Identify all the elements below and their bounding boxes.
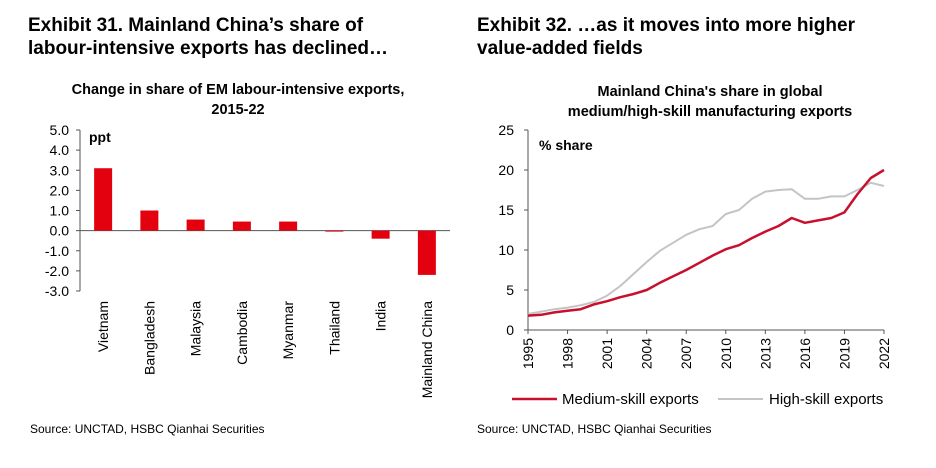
bar-y-tick-label-4: 1.0 xyxy=(50,203,70,219)
line-x-tick-label-7: 2016 xyxy=(797,338,813,369)
line-y-tick-label-4: 20 xyxy=(498,162,514,178)
bar-category-label-6: India xyxy=(373,301,389,332)
line-x-tick-label-1: 1998 xyxy=(560,338,576,369)
bar-y-tick-label-6: -1.0 xyxy=(45,243,69,259)
bar-myanmar xyxy=(279,221,298,231)
line-x-tick-label-9: 2022 xyxy=(876,338,892,369)
bar-y-tick-label-8: -3.0 xyxy=(45,283,69,299)
legend-label-medium-skill: Medium-skill exports xyxy=(562,391,699,408)
series-line-medium-skill xyxy=(527,168,885,317)
line-unit-label: % share xyxy=(539,137,593,153)
bar-y-tick-label-7: -2.0 xyxy=(45,263,69,279)
line-y-tick-label-0: 0 xyxy=(506,322,514,338)
bar-y-tick-label-2: 3.0 xyxy=(50,162,70,178)
exhibit-31-source: Source: UNCTAD, HSBC Qianhai Securities xyxy=(30,422,265,436)
line-x-tick-label-8: 2019 xyxy=(836,338,852,369)
legend-label-high-skill: High-skill exports xyxy=(769,391,883,408)
bar-chart-title: Change in share of EM labour-intensive e… xyxy=(71,82,405,118)
line-chart-title: Mainland China's share in global medium/… xyxy=(567,84,853,120)
bar-category-label-1: Bangladesh xyxy=(141,301,157,375)
bar-category-label-5: Thailand xyxy=(326,301,342,355)
bar-thailand xyxy=(325,230,344,232)
bar-y-tick-label-5: 0.0 xyxy=(50,223,70,239)
bar-category-label-2: Malaysia xyxy=(188,301,204,356)
bar-vietnam xyxy=(94,168,113,231)
bar-category-label-7: Mainland China xyxy=(419,301,435,398)
bar-y-tick-label-3: 2.0 xyxy=(50,182,70,198)
line-y-tick-label-1: 5 xyxy=(506,282,514,298)
bar-y-tick-label-0: 5.0 xyxy=(50,122,70,138)
bar-bangladesh xyxy=(140,210,159,231)
bar-category-label-3: Cambodia xyxy=(234,301,250,365)
line-x-tick-label-2: 2001 xyxy=(599,338,615,369)
line-x-tick-label-6: 2013 xyxy=(757,338,773,369)
exhibit-32-title: Exhibit 32. …as it moves into more highe… xyxy=(477,15,855,59)
bar-malaysia xyxy=(186,219,205,231)
line-y-tick-label-2: 10 xyxy=(498,242,514,258)
bar-india xyxy=(371,230,390,239)
bar-category-label-4: Myanmar xyxy=(280,301,296,360)
exhibit-32-source: Source: UNCTAD, HSBC Qianhai Securities xyxy=(477,422,712,436)
line-x-tick-label-5: 2010 xyxy=(718,338,734,369)
line-x-tick-label-0: 1995 xyxy=(520,338,536,369)
line-x-tick-label-3: 2004 xyxy=(639,338,655,369)
series-line-high-skill xyxy=(527,181,885,315)
line-x-tick-label-4: 2007 xyxy=(678,338,694,369)
bar-category-label-0: Vietnam xyxy=(95,301,111,352)
bar-unit-label: ppt xyxy=(89,129,111,145)
exhibit-31-title: Exhibit 31. Mainland China’s share of la… xyxy=(28,15,389,59)
line-y-tick-label-5: 25 xyxy=(498,122,514,138)
bar-cambodia xyxy=(232,221,251,231)
bar-mainland-china xyxy=(417,230,436,275)
bar-y-tick-label-1: 4.0 xyxy=(50,142,70,158)
line-y-tick-label-3: 15 xyxy=(498,202,514,218)
